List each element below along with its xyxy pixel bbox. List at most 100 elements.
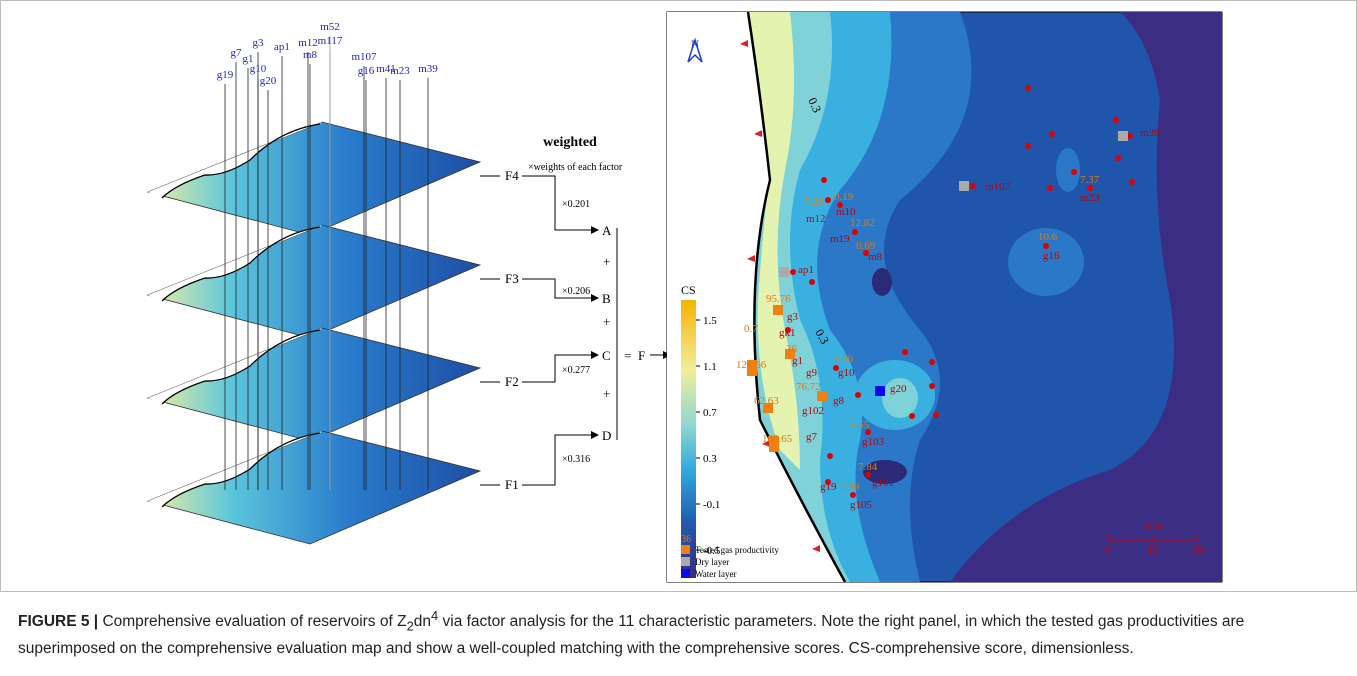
tested-gas-marker	[773, 305, 783, 315]
well-dot	[970, 183, 976, 189]
gas-productivity: 2.39	[840, 481, 860, 493]
well-label: m23	[390, 65, 410, 77]
north-label: N	[691, 37, 700, 51]
layer-plane	[148, 431, 480, 544]
well-name: m23	[1080, 192, 1100, 204]
well-label: m12	[298, 37, 318, 49]
legend-title: CS	[681, 283, 696, 297]
gas-productivity: 36	[786, 343, 798, 355]
well-label: g16	[358, 65, 375, 77]
gas-productivity: 7.84	[858, 461, 878, 473]
well-label: g20	[260, 75, 277, 87]
legend-tick-label: 1.1	[703, 361, 717, 373]
gas-productivity: 105.65	[762, 433, 793, 445]
flow-diagram: weighted ×weights of each factor ×0.201 A ×0…	[522, 135, 670, 485]
weight-label: ×0.277	[562, 365, 590, 376]
layer-plane	[148, 122, 480, 235]
flow-title: weighted	[543, 135, 597, 150]
layer-label: F2	[505, 374, 519, 389]
well-dot	[852, 229, 858, 235]
well-name: g9	[806, 367, 818, 379]
well-label: m107	[351, 51, 377, 63]
key-swatch	[681, 545, 690, 554]
well-name: ap1	[798, 264, 814, 276]
well-name: g105	[850, 499, 873, 511]
gas-productivity: 126.66	[736, 359, 767, 371]
caption-sub: 2	[407, 618, 414, 633]
flow-equals: =	[624, 348, 631, 363]
flow-node: A	[602, 223, 612, 238]
layer-plane	[148, 225, 480, 338]
well-dot	[1043, 243, 1049, 249]
well-name: g7	[806, 431, 818, 443]
legend-tick-label: 1.5	[703, 315, 717, 327]
legend-tick-label: 0.3	[703, 453, 717, 465]
well-dot	[790, 269, 796, 275]
dry-layer-marker	[959, 181, 969, 191]
well-name: g102	[802, 405, 824, 417]
key-label: Dry layer	[695, 557, 729, 567]
gas-productivity: 6.69	[856, 240, 876, 252]
dry-layer-marker	[1118, 131, 1128, 141]
well-name: g10	[838, 367, 855, 379]
well-label: g3	[253, 37, 265, 49]
gas-productivity: 6.06	[834, 353, 854, 365]
flow-result: F	[638, 348, 645, 363]
map: N0.30.3CS1.51.10.70.3-0.1-0.5m39m107m237…	[667, 12, 1222, 582]
well-name: g19	[820, 481, 837, 493]
caption: FIGURE 5 | Comprehensive evaluation of r…	[18, 604, 1338, 660]
legend-tick-label: -0.1	[703, 499, 720, 511]
well-label: g10	[250, 63, 267, 75]
scale-tick: 0	[1105, 544, 1111, 556]
flow-operator: +	[603, 314, 610, 329]
gas-productivity: 0.19	[834, 191, 854, 203]
caption-text: Comprehensive evaluation of reservoirs o…	[98, 613, 406, 630]
well-name: g103	[862, 436, 885, 448]
layer-label: F4	[505, 168, 519, 183]
well-name: m12	[806, 213, 826, 225]
dry-layer-marker	[779, 267, 789, 277]
weight-label: ×0.206	[562, 286, 590, 297]
gas-productivity: 0.7	[744, 323, 758, 335]
well-name: g20	[890, 383, 907, 395]
well-label: m117	[318, 35, 343, 47]
gas-productivity: 10.6	[1038, 231, 1058, 243]
well-name: g101	[872, 477, 894, 489]
layer-label: F1	[505, 477, 519, 492]
layer-label: F3	[505, 271, 519, 286]
gas-productivity: 62.63	[754, 395, 779, 407]
key-swatch	[681, 557, 690, 566]
flow-node: C	[602, 348, 611, 363]
scale-tick: 20	[1193, 544, 1205, 556]
flow-note: ×weights of each factor	[528, 162, 623, 173]
scale-unit: KM	[1144, 521, 1162, 533]
map-zone	[1056, 148, 1080, 192]
weight-label: ×0.316	[562, 454, 590, 465]
scale-tick: 10	[1148, 544, 1160, 556]
well-name: g3	[787, 311, 799, 323]
flow-node: B	[602, 291, 611, 306]
key-label: Tested gas productivity	[695, 545, 779, 555]
well-name: m39	[1140, 127, 1160, 139]
key-label: Water layer	[695, 569, 737, 579]
well-label: g7	[231, 47, 243, 59]
well-name: m19	[830, 233, 850, 245]
caption-text: dn	[414, 613, 431, 630]
well-label: ap1	[274, 41, 290, 53]
weight-label: ×0.201	[562, 199, 590, 210]
gas-productivity: 7.21	[804, 196, 823, 208]
gas-productivity: 95.76	[766, 293, 791, 305]
well-name: g1	[792, 355, 803, 367]
layer-plane	[148, 328, 480, 441]
flow-operator: +	[603, 386, 610, 401]
well-name: g16	[1043, 250, 1060, 262]
map-zone	[872, 268, 892, 296]
well-name: gk1	[779, 327, 796, 339]
well-dot	[825, 197, 831, 203]
gas-productivity: 7.37	[1080, 174, 1100, 186]
page: {"left_panel": {"well_labels": ["g19","g…	[0, 0, 1357, 676]
water-layer-marker	[875, 386, 885, 396]
flow-node: D	[602, 428, 611, 443]
